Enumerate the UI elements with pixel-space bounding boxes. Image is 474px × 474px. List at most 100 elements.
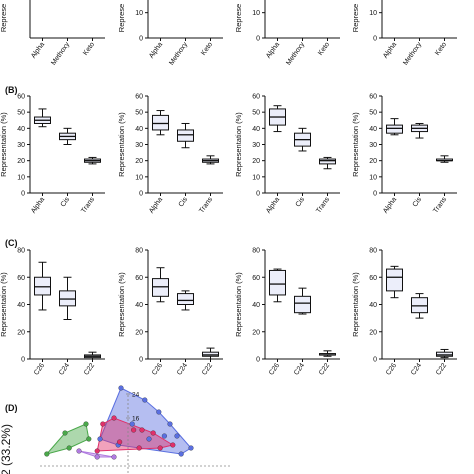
pca-group-hull — [45, 423, 90, 455]
box-plot-B-3: 0 10 20 30 40 50 60 Alpha Cis Trans Representation… — [351, 94, 457, 215]
x-tick-label: Cis — [412, 196, 424, 209]
box-iqr — [152, 114, 169, 131]
pca-point — [117, 439, 123, 445]
x-tick-label: C24 — [176, 362, 189, 377]
y-tick-label: 80 — [135, 248, 143, 255]
pca-point — [142, 397, 148, 403]
y-tick-label: 40 — [135, 126, 143, 133]
x-tick-label: C26 — [385, 362, 398, 377]
y-tick-label: 0 — [21, 357, 25, 364]
y-tick-label: 0 — [21, 191, 25, 198]
y-tick-label: 30 — [135, 142, 143, 149]
pca-point — [83, 421, 89, 427]
y-tick-label: 0 — [139, 191, 143, 198]
box-plot-C-1: 0 20 40 60 80 C26 C24 C22 Representation (%) — [117, 248, 223, 377]
y-axis-label: Represe — [117, 4, 126, 32]
y-axis-label: Represe — [0, 4, 8, 32]
box-plot-A-3: 20100AlphaMethoxyKetoReprese — [351, 0, 457, 67]
box-C26 — [152, 267, 169, 303]
panel-label: (D) — [5, 403, 18, 413]
y-axis-label: Represe — [234, 4, 243, 32]
y-tick-label: 0 — [256, 36, 260, 43]
pca-point — [97, 436, 103, 442]
y-tick-label: 60 — [17, 94, 25, 101]
box-iqr — [269, 269, 286, 296]
box-iqr — [34, 276, 51, 296]
y-tick-label: 0 — [373, 36, 377, 43]
pca-point — [178, 451, 184, 457]
x-tick-label: Methoxy — [402, 41, 423, 67]
pca-point — [118, 385, 124, 391]
box-iqr — [436, 351, 453, 357]
y-tick-label: 50 — [252, 110, 260, 117]
y-tick-label: 30 — [252, 142, 260, 149]
pca-point — [146, 436, 152, 442]
pca-point — [170, 442, 176, 448]
pca-group-hull — [78, 450, 115, 458]
x-tick-label: Alpha — [148, 196, 164, 215]
y-tick-label: 0 — [256, 357, 260, 364]
panel-label: (C) — [5, 238, 18, 248]
y-tick-label: 0 — [373, 357, 377, 364]
y-tick-label: 60 — [369, 94, 377, 101]
pca-y-tick-label: 24 — [132, 392, 140, 399]
box-C24 — [294, 287, 311, 315]
box-Cis — [294, 127, 311, 152]
y-tick-label: 20 — [17, 158, 25, 165]
y-tick-label: 40 — [135, 302, 143, 309]
x-tick-label: Cis — [60, 196, 72, 209]
box-iqr — [177, 293, 194, 306]
box-plot-C-0: 0 20 40 60 80 C26 C24 C22 Representation (%) — [0, 248, 105, 377]
pca-point — [66, 445, 72, 451]
x-tick-label: Keto — [434, 41, 448, 57]
box-Alpha — [34, 108, 51, 128]
x-tick-label: Methoxy — [285, 41, 306, 67]
y-tick-label: 10 — [369, 174, 377, 181]
pca-point — [161, 433, 167, 439]
pca-y-axis-label: 2 (33.2%) — [0, 424, 13, 474]
pca-point — [150, 430, 156, 436]
pca-point — [44, 451, 50, 457]
x-tick-label: Trans — [80, 196, 96, 215]
y-tick-label: 20 — [369, 158, 377, 165]
box-iqr — [386, 268, 403, 292]
y-axis-label: Representation (%) — [234, 272, 243, 337]
y-tick-label: 60 — [369, 275, 377, 282]
pca-point — [174, 433, 180, 439]
x-tick-label: Alpha — [382, 41, 398, 60]
x-tick-label: C22 — [83, 362, 96, 377]
y-tick-label: 20 — [252, 329, 260, 336]
box-C24 — [59, 276, 76, 320]
y-axis-label: Representation (%) — [117, 112, 126, 177]
box-Alpha — [269, 105, 286, 133]
box-iqr — [152, 278, 169, 297]
x-tick-label: Keto — [317, 41, 331, 57]
y-tick-label: 0 — [139, 357, 143, 364]
box-Trans — [84, 156, 101, 165]
y-tick-label: 20 — [17, 329, 25, 336]
box-iqr — [59, 290, 76, 307]
box-C22 — [84, 351, 101, 360]
y-tick-label: 10 — [369, 10, 377, 17]
y-tick-label: 10 — [252, 174, 260, 181]
box-plot-A-2: 20100AlphaMethoxyKetoReprese — [234, 0, 340, 67]
y-tick-label: 50 — [135, 110, 143, 117]
y-tick-label: 10 — [17, 174, 25, 181]
box-Alpha — [386, 118, 403, 136]
y-axis-label: Representation (%) — [0, 272, 8, 337]
y-tick-label: 60 — [135, 94, 143, 101]
x-tick-label: Alpha — [148, 41, 164, 60]
y-tick-label: 50 — [369, 110, 377, 117]
y-axis-label: Representation (%) — [351, 112, 360, 177]
y-tick-label: 20 — [369, 329, 377, 336]
pca-point — [100, 421, 106, 427]
pca-point — [94, 454, 100, 460]
y-tick-label: 0 — [373, 191, 377, 198]
y-tick-label: 10 — [135, 10, 143, 17]
pca-point — [188, 445, 194, 451]
box-Alpha — [152, 110, 169, 136]
x-tick-label: Alpha — [30, 41, 46, 60]
panel-label: (B) — [5, 85, 18, 95]
box-iqr — [202, 351, 219, 357]
